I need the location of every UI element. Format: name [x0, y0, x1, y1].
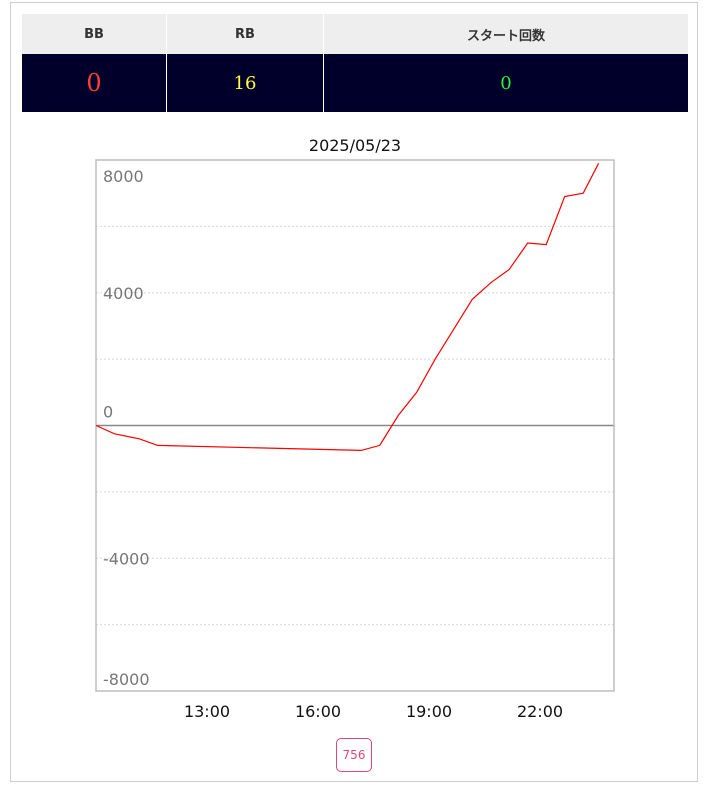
x-tick-label: 22:00 — [517, 702, 563, 721]
rb-value: 16 — [233, 72, 257, 94]
y-tick-label: 0 — [103, 403, 113, 422]
graph-panel — [10, 2, 698, 782]
page-number-button[interactable]: 756 — [336, 738, 372, 772]
stats-header-row: BB RB スタート回数 — [22, 14, 688, 54]
start-count-header: スタート回数 — [323, 14, 688, 54]
bonus-stats-table: BB RB スタート回数 0 16 0 — [22, 14, 688, 112]
bb-value: 0 — [86, 69, 102, 97]
bb-cell: 0 — [22, 54, 167, 112]
rb-header: RB — [166, 14, 324, 54]
x-tick-label: 16:00 — [295, 702, 341, 721]
bb-header: BB — [22, 14, 167, 54]
rb-cell: 16 — [166, 54, 324, 112]
start-count-cell: 0 — [323, 54, 688, 112]
y-tick-label: 4000 — [103, 284, 144, 303]
chart-title: 2025/05/23 — [308, 136, 402, 155]
start-count-value: 0 — [500, 72, 512, 94]
series-line — [95, 163, 600, 452]
x-tick-label: 19:00 — [406, 702, 452, 721]
x-tick-label: 13:00 — [184, 702, 230, 721]
y-tick-label: 8000 — [103, 167, 144, 186]
y-tick-label: -8000 — [103, 670, 150, 689]
stats-value-row: 0 16 0 — [22, 54, 688, 112]
y-tick-label: -4000 — [103, 549, 150, 568]
